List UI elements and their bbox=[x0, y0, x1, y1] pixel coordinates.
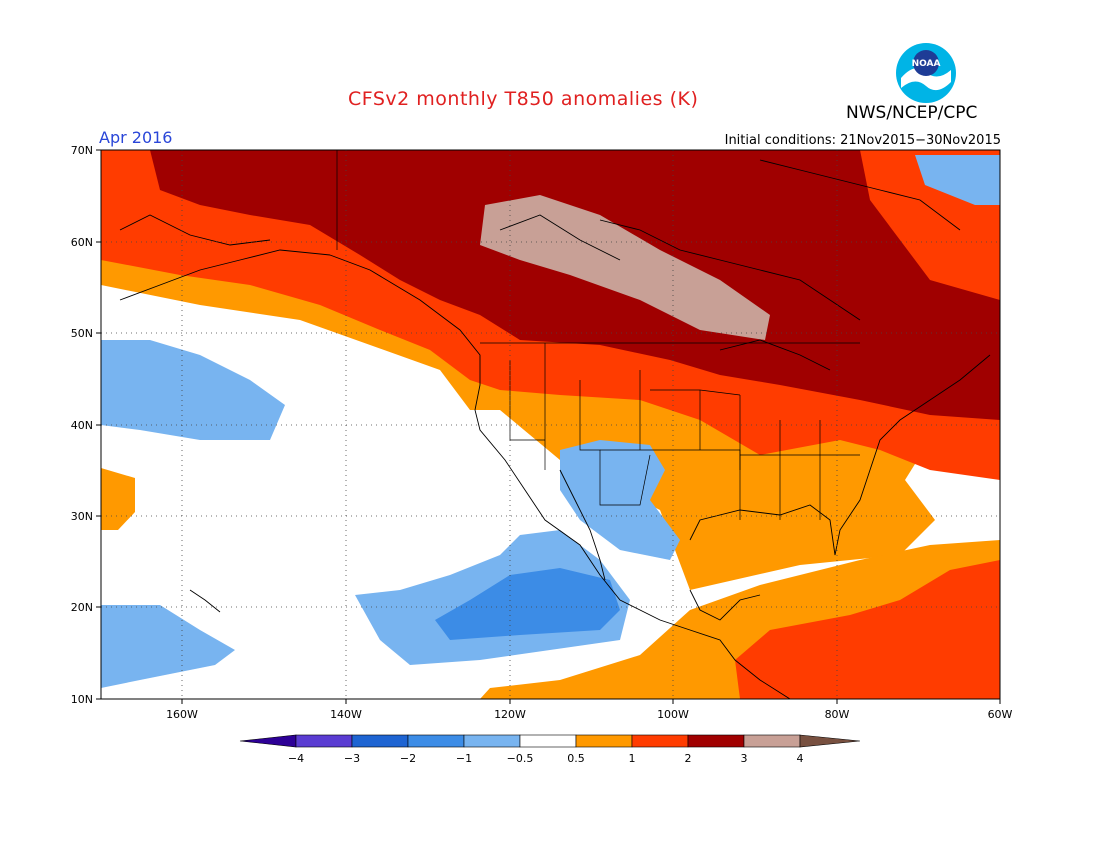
anomaly-region-blue-mexico bbox=[560, 440, 680, 560]
colorbar-label: −3 bbox=[344, 752, 360, 765]
lat-label: 40N bbox=[71, 419, 93, 432]
colorbar-label: −4 bbox=[288, 752, 304, 765]
anomaly-region-tan bbox=[480, 195, 770, 340]
colorbar-label: 1 bbox=[629, 752, 636, 765]
lat-label: 50N bbox=[71, 327, 93, 340]
lat-label: 30N bbox=[71, 510, 93, 523]
lon-label: 120W bbox=[494, 708, 526, 721]
colorbar-segment bbox=[239, 734, 297, 748]
anomaly-region-blue-northeast bbox=[915, 155, 1000, 205]
latitude-labels: 70N 60N 50N 40N 30N 20N 10N bbox=[71, 144, 93, 706]
colorbar-label: 0.5 bbox=[567, 752, 585, 765]
colorbar-segment bbox=[799, 734, 861, 748]
colorbar-segment bbox=[407, 734, 465, 748]
noaa-logo-text: NOAA bbox=[912, 59, 941, 69]
colorbar-segment bbox=[687, 734, 745, 748]
lon-label: 80W bbox=[825, 708, 850, 721]
lat-label: 10N bbox=[71, 693, 93, 706]
colorbar-segment bbox=[519, 734, 577, 748]
anomaly-region-orange-west bbox=[101, 468, 135, 530]
lat-label: 70N bbox=[71, 144, 93, 157]
colorbar-segment bbox=[575, 734, 633, 748]
colorbar-label: −2 bbox=[400, 752, 416, 765]
agency-label: NWS/NCEP/CPC bbox=[846, 103, 978, 123]
colorbar-label: 4 bbox=[797, 752, 804, 765]
colorbar-segment bbox=[351, 734, 409, 748]
lat-label: 60N bbox=[71, 236, 93, 249]
valid-month-label: Apr 2016 bbox=[99, 128, 173, 147]
colorbar-segment bbox=[631, 734, 689, 748]
lon-label: 140W bbox=[330, 708, 362, 721]
anomaly-region-darkred bbox=[150, 150, 1000, 420]
anomaly-region-blue-pacific-north bbox=[101, 340, 285, 440]
anomaly-region-red-south bbox=[735, 560, 1000, 699]
colorbar-labels: −4 −3 −2 −1 −0.5 0.5 1 2 3 4 bbox=[288, 752, 804, 765]
anomaly-field bbox=[101, 150, 1000, 699]
anomaly-region-blue-deep bbox=[435, 568, 620, 640]
colorbar-segment bbox=[743, 734, 801, 748]
noaa-logo: NOAA bbox=[896, 43, 956, 103]
lon-label: 100W bbox=[657, 708, 689, 721]
colorbar-segment bbox=[295, 734, 353, 748]
tick-marks bbox=[96, 149, 1001, 704]
lon-label: 60W bbox=[988, 708, 1013, 721]
initial-conditions-label: Initial conditions: 21Nov2015−30Nov2015 bbox=[724, 133, 1001, 148]
anomaly-region-blue-pacific-south bbox=[101, 605, 235, 688]
longitude-labels: 160W 140W 120W 100W 80W 60W bbox=[166, 708, 1012, 721]
colorbar bbox=[239, 734, 861, 748]
colorbar-segment bbox=[463, 734, 521, 748]
colorbar-label: −1 bbox=[456, 752, 472, 765]
map-title: CFSv2 monthly T850 anomalies (K) bbox=[348, 88, 699, 110]
coastlines bbox=[119, 159, 991, 699]
lon-label: 160W bbox=[166, 708, 198, 721]
lat-label: 20N bbox=[71, 601, 93, 614]
colorbar-label: 2 bbox=[685, 752, 692, 765]
colorbar-label: −0.5 bbox=[507, 752, 534, 765]
colorbar-label: 3 bbox=[741, 752, 748, 765]
